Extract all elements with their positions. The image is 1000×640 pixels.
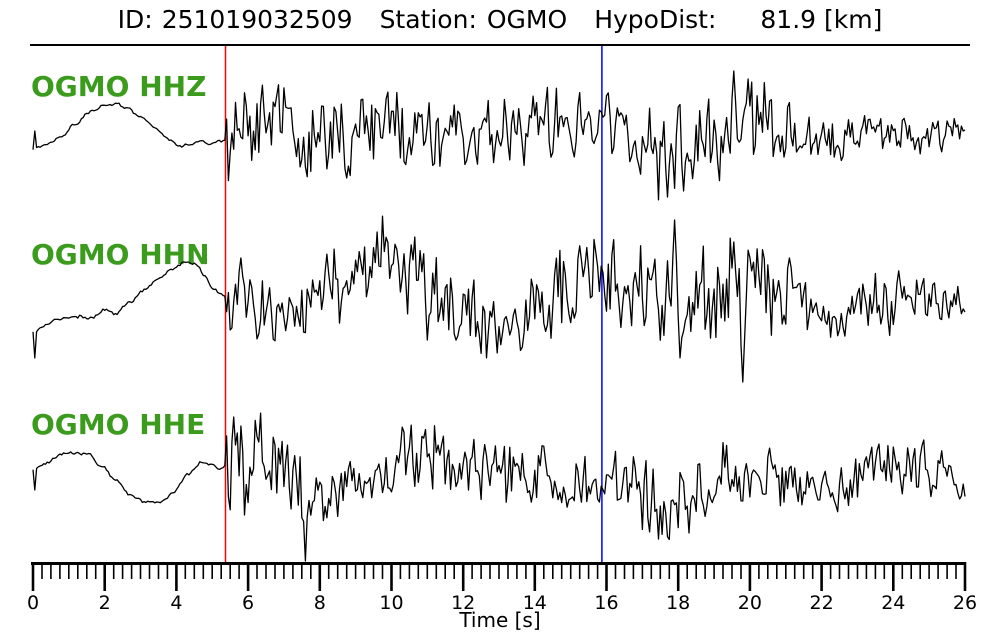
x-tick-label: 24: [881, 592, 905, 614]
channel-label-hhn: OGMO HHN: [31, 238, 210, 271]
x-tick-label: 16: [594, 592, 618, 614]
x-tick-label: 14: [523, 592, 547, 614]
x-tick-label: 26: [953, 592, 977, 614]
event-id-value: 251019032509: [161, 5, 353, 34]
waveform-trace-hhn: [32, 215, 966, 383]
channel-label-hhe: OGMO HHE: [31, 408, 206, 441]
x-tick-label: 22: [810, 592, 834, 614]
x-tick-label: 12: [451, 592, 475, 614]
x-tick-label: 10: [379, 592, 403, 614]
x-tick-label: 8: [314, 592, 326, 614]
station-group: Station: OGMO: [380, 5, 568, 34]
x-tick-label: 18: [666, 592, 690, 614]
x-tick-label: 4: [170, 592, 182, 614]
event-id-label: ID:: [117, 5, 153, 34]
x-tick-label: 2: [99, 592, 111, 614]
x-tick-label: 0: [27, 592, 39, 614]
hypodist-value: 81.9 [km]: [760, 5, 883, 34]
waveform-trace-hhz: [32, 70, 966, 201]
x-axis-title: Time [s]: [459, 608, 541, 632]
figure-title: ID: 251019032509 Station: OGMO HypoDist:…: [0, 5, 1000, 34]
station-label: Station:: [379, 5, 477, 34]
event-id-group: ID: 251019032509: [118, 5, 353, 34]
x-tick-label: 20: [738, 592, 762, 614]
waveform-trace-hhe: [32, 412, 966, 562]
hypodist-label: HypoDist:: [594, 5, 717, 34]
x-tick-label: 6: [242, 592, 254, 614]
station-value: OGMO: [486, 5, 568, 34]
channel-label-hhz: OGMO HHZ: [31, 70, 207, 103]
hypodist-group: HypoDist: 81.9 [km]: [594, 5, 882, 34]
